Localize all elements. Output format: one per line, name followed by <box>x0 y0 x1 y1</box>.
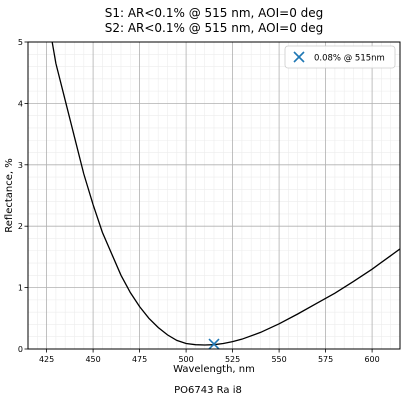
x-tick-label: 600 <box>364 355 379 364</box>
y-axis-label: Reflectance, % <box>4 158 15 233</box>
y-tick-label: 4 <box>18 99 23 108</box>
series-layer <box>51 42 400 346</box>
axis-ticks: 425 450 475 500 525 550 575 600 0 1 2 3 4 5 <box>18 38 380 364</box>
marker-layer <box>208 338 220 350</box>
y-tick-label: 5 <box>18 38 23 47</box>
x-tick-label: 500 <box>178 355 193 364</box>
x-tick-label: 475 <box>132 355 147 364</box>
x-tick-label: 425 <box>39 355 54 364</box>
chart-title-line-1: S1: AR<0.1% @ 515 nm, AOI=0 deg <box>105 6 324 20</box>
x-axis-label: Wavelength, nm <box>173 364 255 375</box>
legend-marker-icon <box>293 51 305 63</box>
x-tick-label: 525 <box>225 355 240 364</box>
chart-title-line-2: S2: AR<0.1% @ 515 nm, AOI=0 deg <box>105 21 324 35</box>
y-tick-label: 1 <box>18 284 23 293</box>
marker-stroke <box>208 338 220 350</box>
y-tick-label: 2 <box>18 222 23 231</box>
y-tick-label: 3 <box>18 161 23 170</box>
chart-footer: PO6743 Ra i8 <box>174 385 242 396</box>
legend: 0.08% @ 515nm <box>284 45 396 69</box>
x-tick-label: 450 <box>85 355 100 364</box>
marker-stroke <box>293 51 305 63</box>
plot-frame <box>27 41 401 350</box>
x-tick-label: 575 <box>318 355 333 364</box>
legend-label: 0.08% @ 515nm <box>314 54 385 64</box>
x-tick-label: 550 <box>271 355 286 364</box>
reflectance-curve <box>51 42 400 346</box>
legend-box <box>284 45 396 69</box>
y-tick-label: 0 <box>18 345 23 354</box>
grid <box>27 42 401 349</box>
min-reflectance-marker <box>208 338 220 350</box>
